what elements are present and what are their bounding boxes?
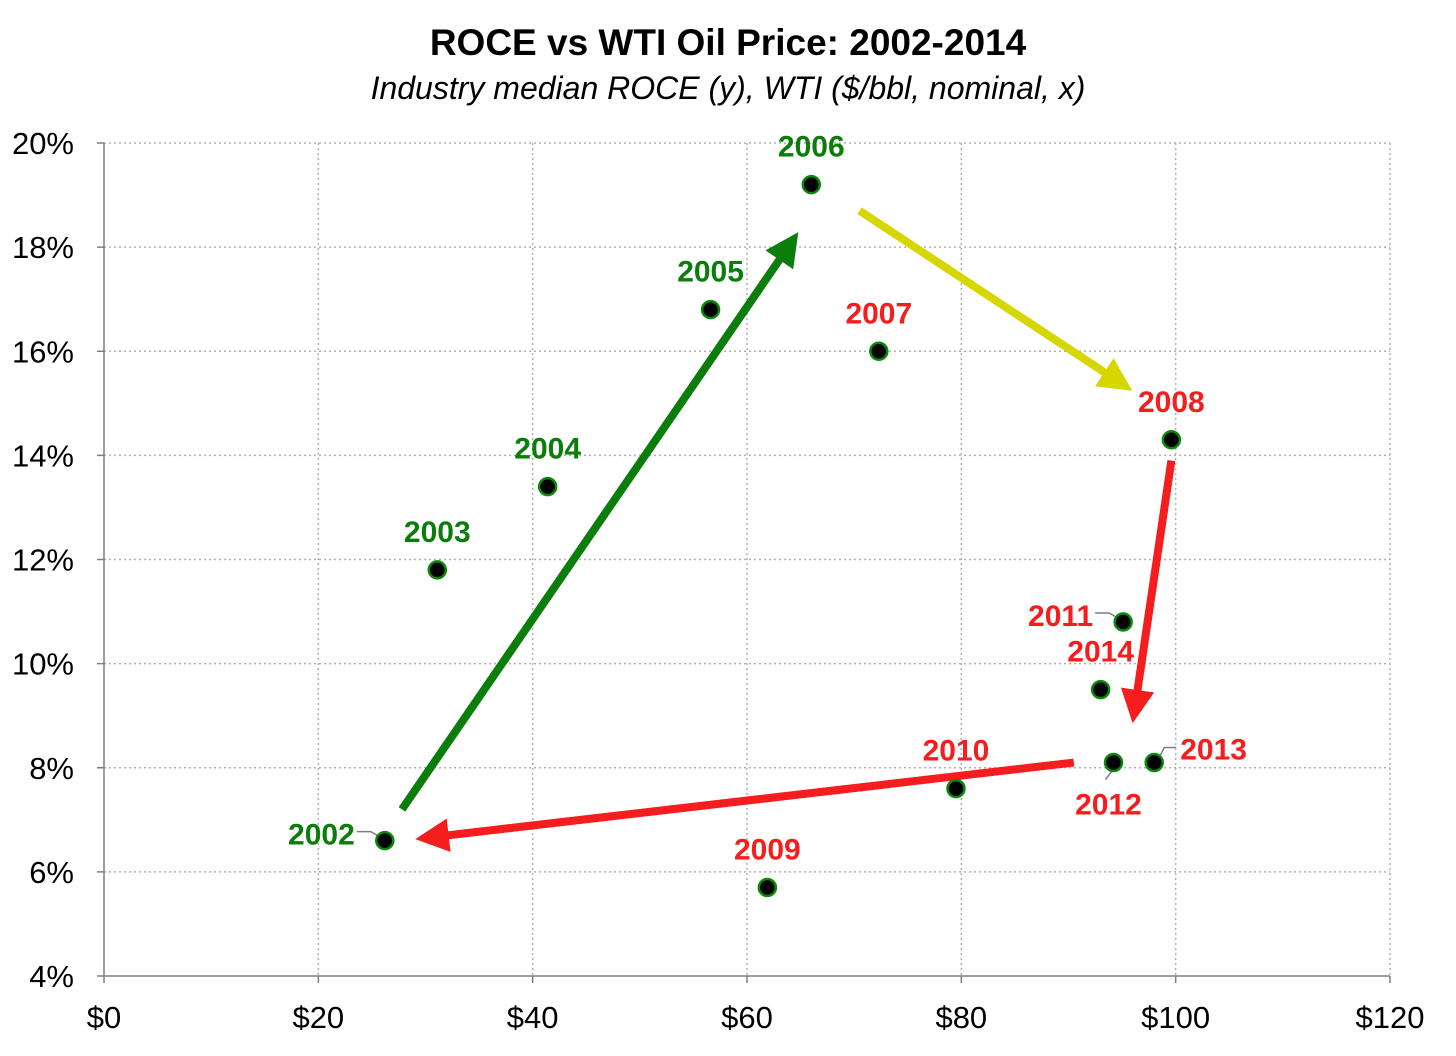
point-2006 [801, 174, 822, 195]
point-2007 [869, 341, 889, 361]
chart-subtitle: Industry median ROCE (y), WTI ($/bbl, no… [370, 70, 1086, 106]
arrow-yellow-2 [857, 207, 1133, 391]
data-points [375, 174, 1182, 898]
point-labels: 2002 2003 2004 2005 2006 2007 2008 2009 2010 2011… [288, 131, 1247, 867]
y-tick-label: 10% [12, 647, 74, 682]
arrow-red-4 [415, 758, 1075, 852]
chart-title: ROCE vs WTI Oil Price: 2002-2014 [429, 22, 1027, 63]
y-tick-label: 12% [12, 543, 74, 578]
point-2011 [1113, 612, 1133, 632]
x-tick-label: $40 [507, 1000, 559, 1035]
point-label-2005: 2005 [677, 256, 744, 289]
point-2002 [375, 830, 395, 851]
y-tick-label: 20% [12, 126, 74, 161]
x-tick-label: $80 [935, 1000, 987, 1035]
label-leader-lines [356, 612, 1177, 837]
point-label-2013: 2013 [1180, 734, 1247, 767]
y-tick-label: 14% [12, 438, 74, 473]
point-2008 [1161, 430, 1182, 450]
point-2005 [700, 299, 721, 320]
tick-labels: $0 $20 $40 $60 $80 $100 $120 4% 6% 8% 10% 12% 14% 16%… [12, 126, 1425, 1035]
point-label-2010: 2010 [923, 735, 990, 768]
point-label-2007: 2007 [845, 297, 912, 330]
leader-line [1159, 746, 1177, 756]
y-tick-label: 8% [29, 751, 74, 786]
y-tick-label: 4% [29, 959, 74, 994]
y-tick-label: 16% [12, 334, 74, 369]
point-2004 [537, 476, 558, 497]
point-2010 [946, 778, 966, 799]
point-label-2011: 2011 [1028, 600, 1093, 633]
arrow-green-1 [398, 232, 799, 812]
x-tick-label: $0 [87, 1000, 121, 1035]
point-label-2003: 2003 [404, 516, 471, 549]
axes [97, 142, 1391, 983]
leader-line [1104, 771, 1113, 780]
x-tick-label: $120 [1356, 1000, 1425, 1035]
point-2013 [1144, 752, 1164, 773]
y-tick-label: 18% [12, 230, 74, 265]
point-label-2009: 2009 [734, 833, 801, 866]
point-label-2012: 2012 [1075, 789, 1142, 822]
x-tick-label: $60 [721, 1000, 773, 1035]
leader-line [356, 830, 379, 837]
point-label-2002: 2002 [288, 819, 355, 852]
y-tick-label: 6% [29, 855, 74, 890]
grid-lines [104, 142, 1391, 976]
point-2003 [427, 560, 448, 580]
point-2014 [1090, 679, 1111, 700]
leader-line [1095, 612, 1117, 618]
x-tick-label: $20 [292, 1000, 344, 1035]
x-tick-label: $100 [1141, 1000, 1210, 1035]
point-label-2008: 2008 [1138, 386, 1205, 419]
point-2009 [757, 877, 778, 898]
point-label-2004: 2004 [514, 433, 581, 466]
point-label-2006: 2006 [778, 131, 845, 164]
point-2012 [1103, 752, 1124, 773]
point-label-2014: 2014 [1067, 636, 1134, 669]
trend-arrows [398, 207, 1176, 852]
arrow-red-3 [1120, 459, 1176, 724]
